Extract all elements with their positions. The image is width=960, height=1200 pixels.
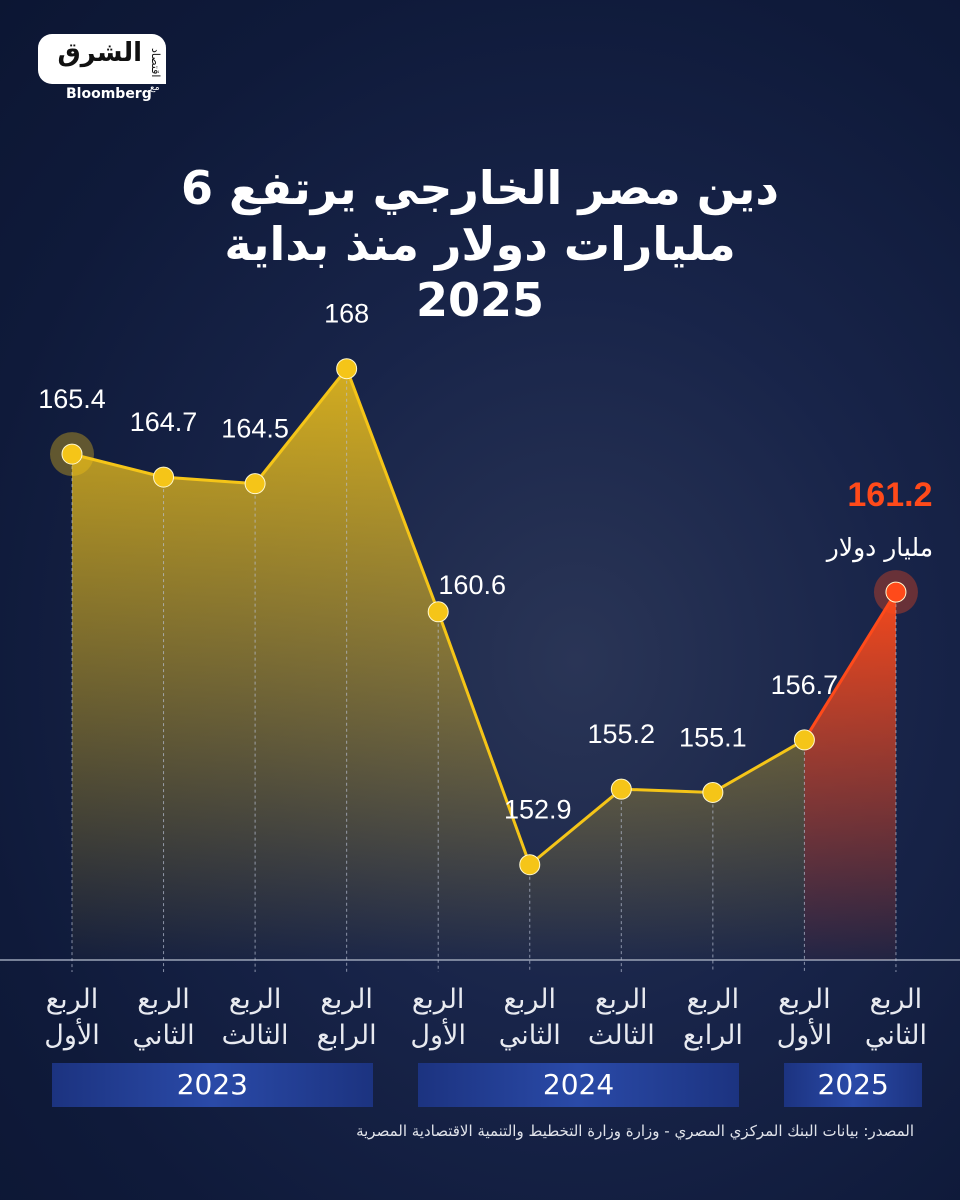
- year-band: 2025: [784, 1063, 922, 1107]
- logo-box: الشرق اقتصاد: [38, 34, 166, 84]
- logo-prefix: مع: [150, 83, 160, 93]
- value-label: 168: [324, 299, 369, 329]
- point: [336, 358, 358, 380]
- value-label: 155.1: [679, 722, 747, 752]
- x-tick-label: الربع الرابع: [316, 984, 377, 1051]
- chart-title: دين مصر الخارجي يرتفع 6 مليارات دولار من…: [180, 161, 780, 327]
- x-tick-label: الربع الثاني: [132, 984, 195, 1051]
- logo-name: الشرق: [57, 38, 142, 68]
- point: [153, 466, 175, 488]
- logo-sub: اقتصاد: [149, 48, 162, 78]
- source: المصدر: بيانات البنك المركزي المصري - وز…: [356, 1122, 914, 1140]
- value-label: 164.5: [221, 414, 289, 444]
- value-label: 155.2: [588, 719, 656, 749]
- x-tick-label: الربع الثالث: [587, 984, 655, 1051]
- point: [244, 473, 266, 495]
- value-label: 161.2: [847, 476, 932, 514]
- area-highlight: [804, 592, 896, 960]
- line-highlight: [803, 591, 898, 741]
- value-label: 156.7: [771, 670, 839, 700]
- value-label: 152.9: [504, 795, 572, 825]
- point: [519, 854, 541, 876]
- x-tick-label: الربع الرابع: [682, 984, 743, 1051]
- x-tick-label: الربع الثالث: [221, 984, 289, 1051]
- point: [702, 781, 724, 803]
- logo-partner: Bloomberg: [66, 86, 152, 102]
- value-label: 164.7: [130, 407, 198, 437]
- x-tick-label: الربع الأول: [44, 984, 100, 1051]
- year-band: 2024: [418, 1063, 739, 1107]
- x-tick-label: الربع الثاني: [498, 984, 561, 1051]
- value-label: 165.4: [38, 384, 106, 414]
- x-tick-label: الربع الأول: [776, 984, 833, 1051]
- point: [61, 443, 83, 465]
- unit-label: مليار دولار: [825, 533, 933, 563]
- logo: الشرق اقتصاد Bloomberg مع: [38, 34, 168, 104]
- point: [793, 729, 815, 751]
- point: [610, 778, 632, 800]
- x-tick-label: الربع الأول: [410, 984, 466, 1051]
- point: [885, 581, 907, 603]
- x-tick-label: الربع الثاني: [864, 984, 927, 1051]
- point: [427, 601, 449, 623]
- year-band: 2023: [52, 1063, 373, 1107]
- value-label: 160.6: [438, 570, 506, 600]
